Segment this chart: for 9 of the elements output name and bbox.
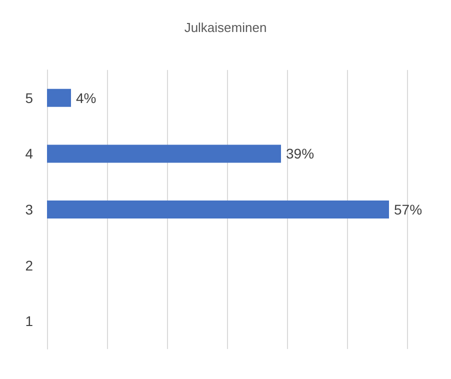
y-tick-label: 2	[25, 257, 34, 274]
data-label: 57%	[394, 202, 422, 218]
data-label: 39%	[286, 146, 314, 162]
y-tick-label: 5	[25, 90, 34, 106]
y-tick-label: 4	[25, 146, 34, 162]
chart-title: Julkaiseminen	[184, 20, 267, 35]
y-tick-label: 1	[25, 313, 34, 330]
y-tick-label: 3	[25, 202, 34, 218]
data-label: 4%	[76, 90, 96, 106]
